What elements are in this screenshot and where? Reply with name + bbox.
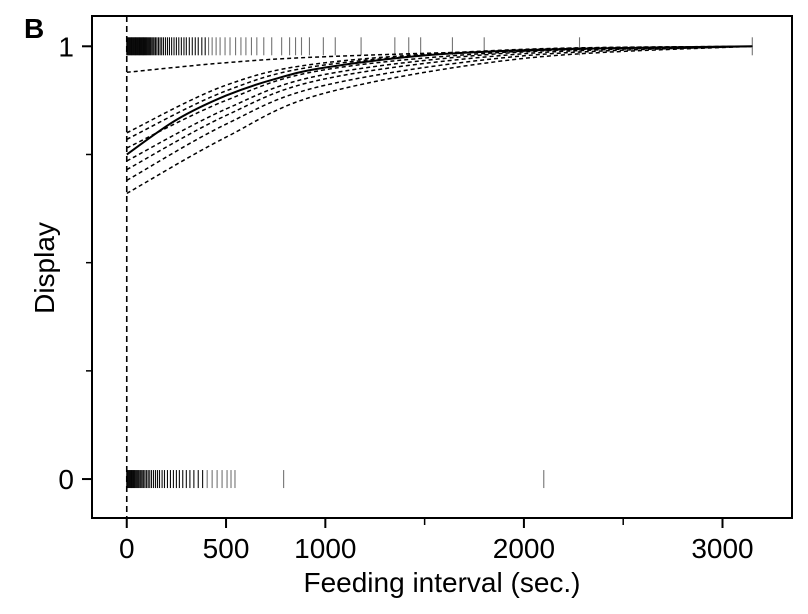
rug-display-0 [126,470,545,489]
simulated-curve [126,45,753,182]
y-tick-label: 0 [58,464,74,495]
simulated-curve [126,45,753,134]
fitted-curve [126,45,753,156]
y-axis: 01 [58,31,92,495]
x-axis-label: Feeding interval (sec.) [303,567,580,598]
simulated-curve [126,45,753,162]
x-axis: 0 500 1000 2000 3000 [119,518,754,564]
x-tick-label: 2000 [493,533,555,564]
simulated-curve [126,45,753,140]
simulated-curve [126,45,753,195]
x-tick-label: 0 [119,533,135,564]
x-tick-label: 3000 [691,533,753,564]
rug-display-1 [126,37,753,56]
y-axis-label: Display [29,222,60,314]
y-tick-label: 1 [58,31,74,62]
plot-frame [91,15,793,519]
simulated-curves [126,45,753,195]
x-tick-label: 500 [203,533,250,564]
simulated-curve [126,45,753,74]
panel-label: B [24,13,44,44]
x-tick-label: 1000 [294,533,356,564]
